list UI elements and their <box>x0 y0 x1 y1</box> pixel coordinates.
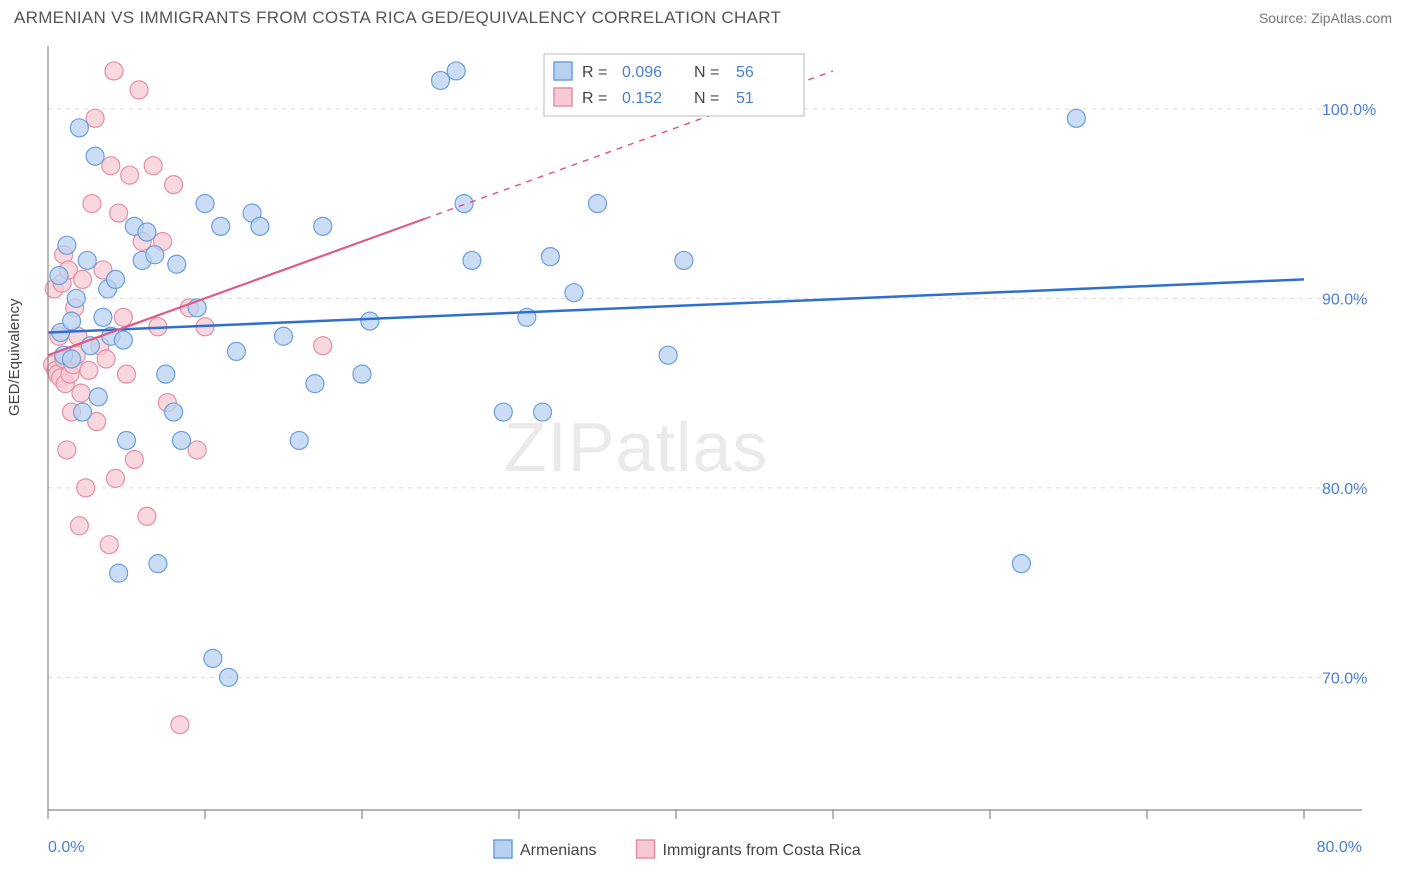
svg-text:Armenians: Armenians <box>520 842 596 859</box>
svg-text:56: 56 <box>736 64 754 81</box>
scatter-point <box>227 342 245 360</box>
scatter-point <box>157 365 175 383</box>
scatter-point <box>110 564 128 582</box>
scatter-point <box>494 403 512 421</box>
scatter-point <box>102 157 120 175</box>
svg-text:0.152: 0.152 <box>622 90 662 107</box>
scatter-point <box>196 195 214 213</box>
scatter-point <box>83 195 101 213</box>
scatter-point <box>212 217 230 235</box>
scatter-point <box>220 668 238 686</box>
scatter-point <box>534 403 552 421</box>
scatter-point <box>149 555 167 573</box>
scatter-point <box>171 716 189 734</box>
scatter-point <box>314 217 332 235</box>
scatter-point <box>455 195 473 213</box>
scatter-point <box>306 375 324 393</box>
source-label: Source: ZipAtlas.com <box>1259 10 1392 26</box>
scatter-point <box>77 479 95 497</box>
svg-text:N =: N = <box>694 90 719 107</box>
y-axis-label: GED/Equivalency <box>6 298 23 416</box>
scatter-point <box>165 176 183 194</box>
scatter-point <box>541 248 559 266</box>
scatter-point <box>138 507 156 525</box>
scatter-point <box>100 536 118 554</box>
scatter-point <box>118 431 136 449</box>
svg-text:R =: R = <box>582 64 607 81</box>
scatter-point <box>275 327 293 345</box>
scatter-point <box>204 649 222 667</box>
scatter-point <box>589 195 607 213</box>
svg-text:N =: N = <box>694 64 719 81</box>
scatter-point <box>86 147 104 165</box>
scatter-point <box>118 365 136 383</box>
scatter-point <box>251 217 269 235</box>
scatter-point <box>447 62 465 80</box>
chart-container: GED/Equivalency 70.0%80.0%90.0%100.0%ZIP… <box>14 36 1392 882</box>
svg-text:51: 51 <box>736 90 754 107</box>
scatter-point <box>138 223 156 241</box>
scatter-point <box>72 384 90 402</box>
scatter-point <box>172 431 190 449</box>
x-tick-label: 80.0% <box>1317 839 1362 856</box>
scatter-point <box>146 246 164 264</box>
scatter-point <box>114 331 132 349</box>
scatter-point <box>63 350 81 368</box>
scatter-point <box>58 236 76 254</box>
scatter-point <box>125 450 143 468</box>
scatter-point <box>50 267 68 285</box>
scatter-point <box>432 71 450 89</box>
stats-legend: R = 0.096 N = 56 R = 0.152 N = 51 <box>544 54 804 116</box>
scatter-point <box>107 270 125 288</box>
scatter-point <box>565 284 583 302</box>
x-tick-label: 0.0% <box>48 839 84 856</box>
scatter-point <box>78 251 96 269</box>
scatter-point <box>67 289 85 307</box>
scatter-point <box>361 312 379 330</box>
scatter-point <box>58 441 76 459</box>
scatter-point <box>144 157 162 175</box>
scatter-point <box>121 166 139 184</box>
scatter-point <box>70 517 88 535</box>
series-legend: Armenians Immigrants from Costa Rica <box>494 840 861 859</box>
chart-title: ARMENIAN VS IMMIGRANTS FROM COSTA RICA G… <box>14 8 781 28</box>
scatter-point <box>168 255 186 273</box>
scatter-point <box>63 312 81 330</box>
svg-text:R =: R = <box>582 90 607 107</box>
scatter-point <box>107 469 125 487</box>
scatter-point <box>675 251 693 269</box>
y-tick-label: 80.0% <box>1322 481 1367 498</box>
y-tick-label: 100.0% <box>1322 102 1376 119</box>
scatter-point <box>70 119 88 137</box>
scatter-point <box>353 365 371 383</box>
scatter-point <box>188 441 206 459</box>
scatter-point <box>89 388 107 406</box>
scatter-point <box>130 81 148 99</box>
scatter-point <box>659 346 677 364</box>
svg-text:Immigrants from Costa Rica: Immigrants from Costa Rica <box>663 842 861 859</box>
scatter-point <box>114 308 132 326</box>
scatter-point <box>97 350 115 368</box>
svg-text:0.096: 0.096 <box>622 64 662 81</box>
scatter-point <box>74 270 92 288</box>
scatter-point <box>74 403 92 421</box>
scatter-point <box>1012 555 1030 573</box>
y-tick-label: 70.0% <box>1322 670 1367 687</box>
scatter-point <box>463 251 481 269</box>
scatter-point <box>86 109 104 127</box>
y-tick-label: 90.0% <box>1322 291 1367 308</box>
scatter-point <box>290 431 308 449</box>
correlation-chart: 70.0%80.0%90.0%100.0%ZIPatlas0.0%80.0%R … <box>14 36 1392 876</box>
scatter-point <box>105 62 123 80</box>
scatter-point <box>110 204 128 222</box>
scatter-point <box>314 337 332 355</box>
scatter-point <box>80 361 98 379</box>
scatter-point <box>165 403 183 421</box>
scatter-point <box>94 308 112 326</box>
scatter-point <box>1067 109 1085 127</box>
